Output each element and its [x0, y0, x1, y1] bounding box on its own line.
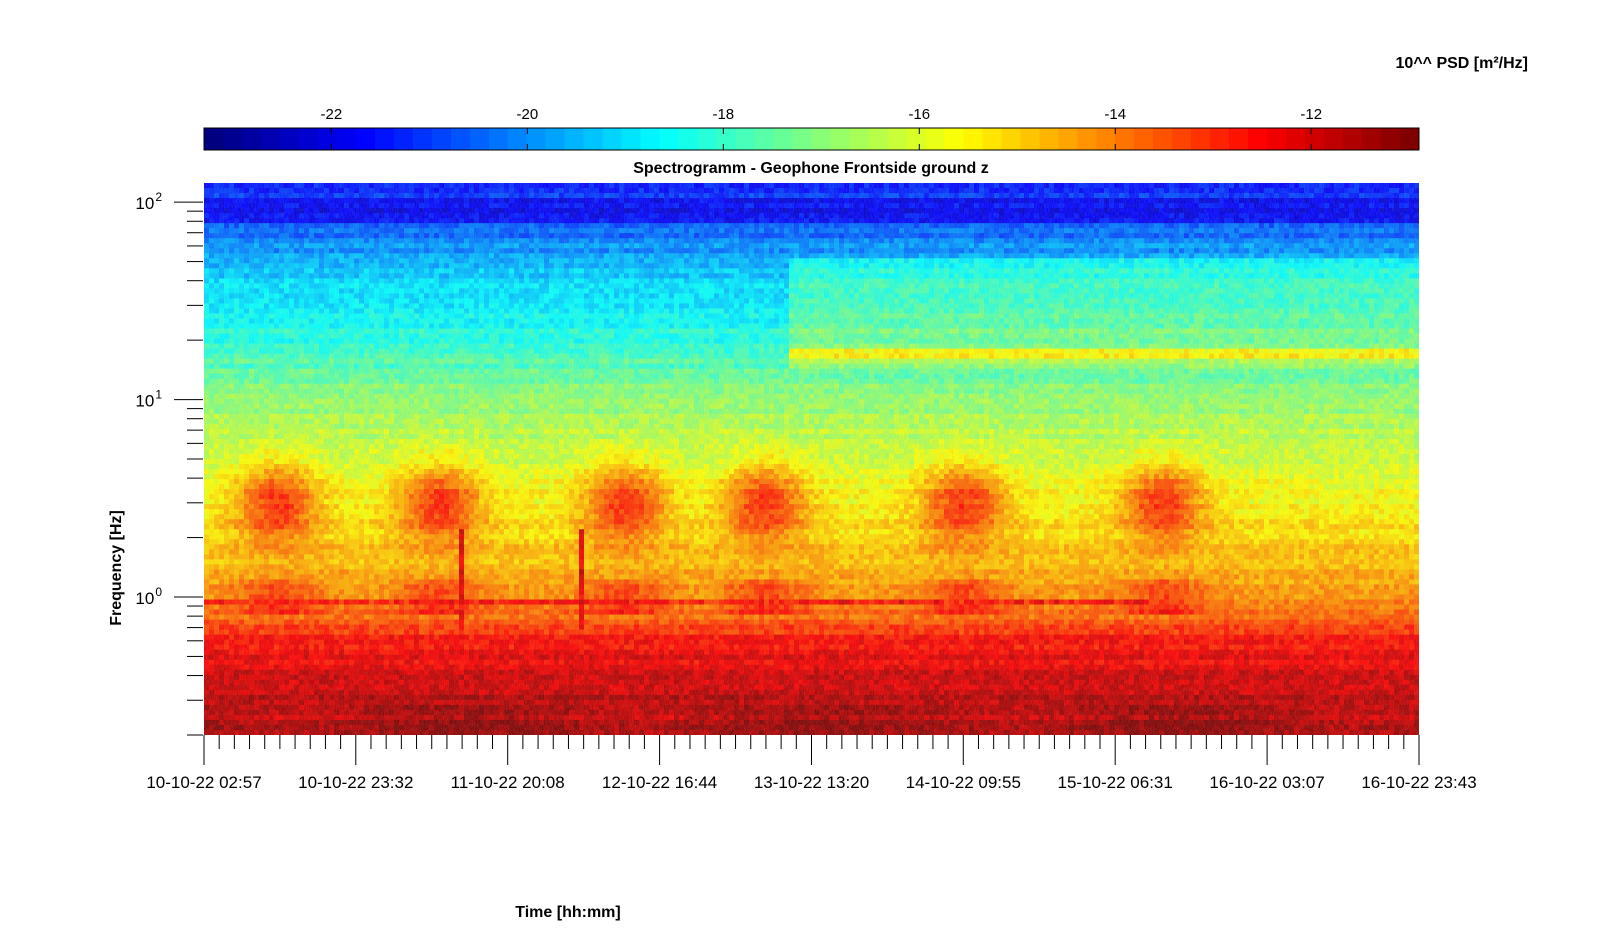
colorbar-tick-label: -12 [1300, 106, 1322, 123]
colorbar-ticks: -22 -20 -18 -16 -14 -12 [321, 106, 1322, 150]
colorbar-tick-label: -22 [321, 106, 343, 123]
colorbar-gradient [203, 127, 1420, 151]
colorbar-tick-label: -18 [712, 106, 734, 123]
colorbar-label: 10^^ PSD [m²/Hz] [1396, 55, 1528, 72]
colorbar-tick-label: -14 [1104, 106, 1126, 123]
colorbar: -22 -20 -18 -16 -14 -12 10^^ PSD [m²/Hz] [203, 55, 1528, 151]
chart-title: Spectrogramm - Geophone Frontside ground… [633, 160, 989, 177]
colorbar-tick-label: -20 [517, 106, 539, 123]
colorbar-tick-label: -16 [908, 106, 930, 123]
spectrogram-heatmap [204, 183, 1419, 735]
